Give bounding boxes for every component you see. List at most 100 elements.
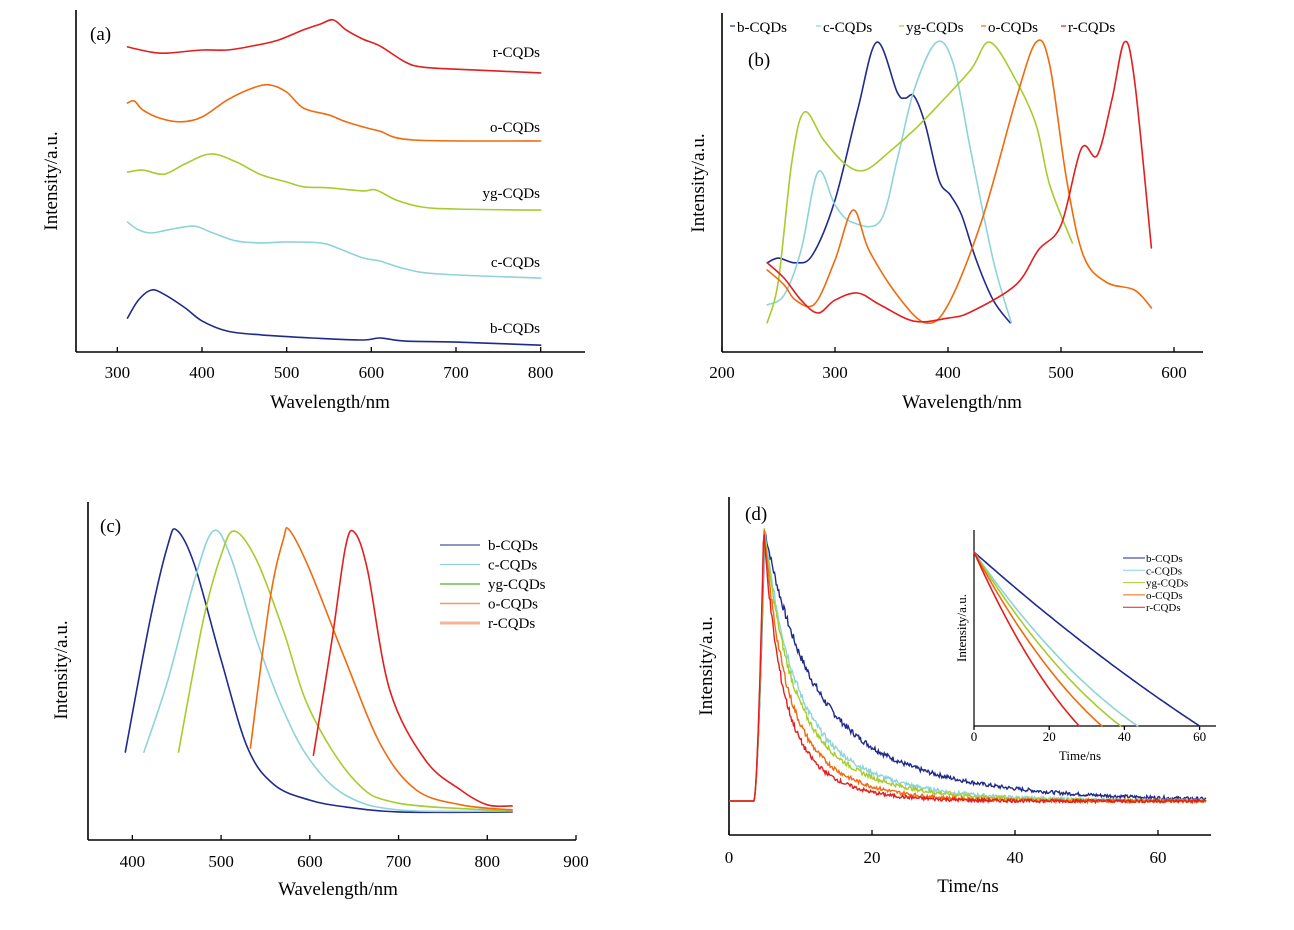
x-tick-label: 60 bbox=[1193, 729, 1206, 744]
legend-item-c: c-CQDs bbox=[440, 558, 537, 574]
series-r-line bbox=[126, 18, 542, 74]
series-b-line bbox=[126, 289, 542, 346]
series-c-line bbox=[143, 529, 513, 813]
inset-legend-item-o: o-CQDs bbox=[1123, 590, 1183, 602]
panel-c-label: (c) bbox=[100, 516, 121, 537]
panel-b-label: (b) bbox=[748, 50, 770, 71]
series-b-label: b-CQDs bbox=[490, 321, 540, 337]
legend-item-o: o-CQDs bbox=[440, 597, 538, 613]
series-c-line bbox=[766, 40, 1013, 324]
x-tick-label: 20 bbox=[1043, 729, 1056, 744]
x-tick-label: 400 bbox=[120, 852, 146, 871]
x-tick-label: 400 bbox=[935, 363, 961, 382]
series-r-decay bbox=[729, 534, 1207, 805]
series-c-label: c-CQDs bbox=[491, 255, 540, 271]
inset-legend-item-b: b-CQDs bbox=[1123, 553, 1183, 565]
panel-d-ylabel: Intensity/a.u. bbox=[696, 616, 717, 715]
legend-item-o: o-CQDs bbox=[981, 20, 1038, 36]
legend-label: r-CQDs bbox=[1146, 602, 1181, 614]
series-r-line bbox=[766, 40, 1153, 323]
series-b-decay bbox=[729, 531, 1207, 802]
panel-b-xlabel: Wavelength/nm bbox=[902, 392, 1022, 413]
legend-label: yg-CQDs bbox=[1146, 578, 1188, 590]
x-tick-label: 600 bbox=[297, 852, 323, 871]
series-b-line bbox=[124, 528, 513, 814]
legend-label: yg-CQDs bbox=[906, 20, 964, 36]
series-o-line bbox=[766, 39, 1153, 325]
x-tick-label: 600 bbox=[1161, 363, 1187, 382]
x-tick-label: 700 bbox=[443, 363, 469, 382]
x-tick-label: 300 bbox=[105, 363, 131, 382]
x-tick-label: 40 bbox=[1118, 729, 1131, 744]
panel-b: (b) Wavelength/nm Intensity/a.u. 200 300 4… bbox=[688, 13, 1203, 413]
x-tick-label: 0 bbox=[725, 848, 734, 867]
x-tick-label: 800 bbox=[528, 363, 554, 382]
x-tick-label: 60 bbox=[1150, 848, 1167, 867]
legend-item-yg: yg-CQDs bbox=[440, 577, 546, 593]
x-tick-label: 500 bbox=[208, 852, 234, 871]
inset-series-o-line bbox=[973, 551, 1103, 727]
x-tick-label: 600 bbox=[359, 363, 385, 382]
legend-label: o-CQDs bbox=[988, 20, 1038, 36]
panel-c-xlabel: Wavelength/nm bbox=[278, 879, 398, 900]
legend-label: r-CQDs bbox=[488, 616, 535, 632]
legend-item-c: c-CQDs bbox=[816, 20, 872, 36]
legend-label: o-CQDs bbox=[1146, 590, 1183, 602]
panel-a-label: (a) bbox=[90, 24, 111, 45]
legend-item-r: r-CQDs bbox=[440, 616, 535, 632]
inset-series-c-line bbox=[973, 551, 1139, 727]
inset-legend-item-c: c-CQDs bbox=[1123, 565, 1182, 577]
legend-label: b-CQDs bbox=[737, 20, 787, 36]
panel-d-inset: Time/ns Intensity/a.u. 0 20 40 60 b-CQDsc-C… bbox=[954, 530, 1216, 763]
series-o-label: o-CQDs bbox=[490, 120, 540, 136]
series-yg-label: yg-CQDs bbox=[482, 186, 540, 202]
x-tick-label: 700 bbox=[386, 852, 412, 871]
x-tick-label: 500 bbox=[274, 363, 300, 382]
series-r-label: r-CQDs bbox=[493, 45, 540, 61]
panel-a-xlabel: Wavelength/nm bbox=[270, 392, 390, 413]
x-tick-label: 900 bbox=[563, 852, 589, 871]
inset-ylabel: Intensity/a.u. bbox=[954, 594, 969, 662]
panel-d-label: (d) bbox=[745, 504, 767, 525]
x-tick-label: 300 bbox=[822, 363, 848, 382]
x-tick-label: 0 bbox=[971, 729, 978, 744]
series-yg-line bbox=[766, 41, 1074, 324]
legend-label: c-CQDs bbox=[823, 20, 872, 36]
legend-label: r-CQDs bbox=[1068, 20, 1115, 36]
panel-c-ylabel: Intensity/a.u. bbox=[51, 620, 72, 719]
series-c-decay bbox=[729, 531, 1207, 805]
legend-label: c-CQDs bbox=[1146, 565, 1182, 577]
series-yg-line bbox=[126, 153, 542, 211]
legend-label: yg-CQDs bbox=[488, 577, 546, 593]
series-yg-decay bbox=[729, 528, 1207, 805]
series-b-line bbox=[766, 41, 1011, 324]
legend-label: b-CQDs bbox=[1146, 553, 1183, 565]
inset-legend-item-r: r-CQDs bbox=[1123, 602, 1181, 614]
panel-a: (a) Wavelength/nm Intensity/a.u. 300 400 5… bbox=[41, 10, 585, 413]
inset-legend-item-yg: yg-CQDs bbox=[1123, 578, 1188, 590]
inset-series-yg-line bbox=[973, 551, 1122, 727]
x-tick-label: 200 bbox=[709, 363, 735, 382]
legend-item-b: b-CQDs bbox=[730, 20, 787, 36]
legend-label: c-CQDs bbox=[488, 558, 537, 574]
legend-item-yg: yg-CQDs bbox=[899, 20, 964, 36]
inset-xlabel: Time/ns bbox=[1059, 748, 1101, 763]
legend-item-r: r-CQDs bbox=[1061, 20, 1115, 36]
series-yg-line bbox=[177, 530, 513, 812]
legend-label: o-CQDs bbox=[488, 597, 538, 613]
panel-a-ylabel: Intensity/a.u. bbox=[41, 131, 62, 230]
series-r-line bbox=[312, 529, 513, 808]
panel-d: (d) Time/ns Intensity/a.u. 0 20 40 60 Time/… bbox=[696, 497, 1216, 897]
legend-item-b: b-CQDs bbox=[440, 538, 538, 554]
panel-b-ylabel: Intensity/a.u. bbox=[688, 133, 709, 232]
x-tick-label: 40 bbox=[1007, 848, 1024, 867]
x-tick-label: 20 bbox=[864, 848, 881, 867]
series-c-line bbox=[126, 221, 542, 279]
series-o-line bbox=[126, 83, 542, 142]
series-o-line bbox=[249, 527, 513, 811]
x-tick-label: 800 bbox=[475, 852, 501, 871]
inset-series-b-line bbox=[973, 551, 1201, 727]
x-tick-label: 400 bbox=[189, 363, 215, 382]
inset-series-r-line bbox=[973, 551, 1081, 727]
